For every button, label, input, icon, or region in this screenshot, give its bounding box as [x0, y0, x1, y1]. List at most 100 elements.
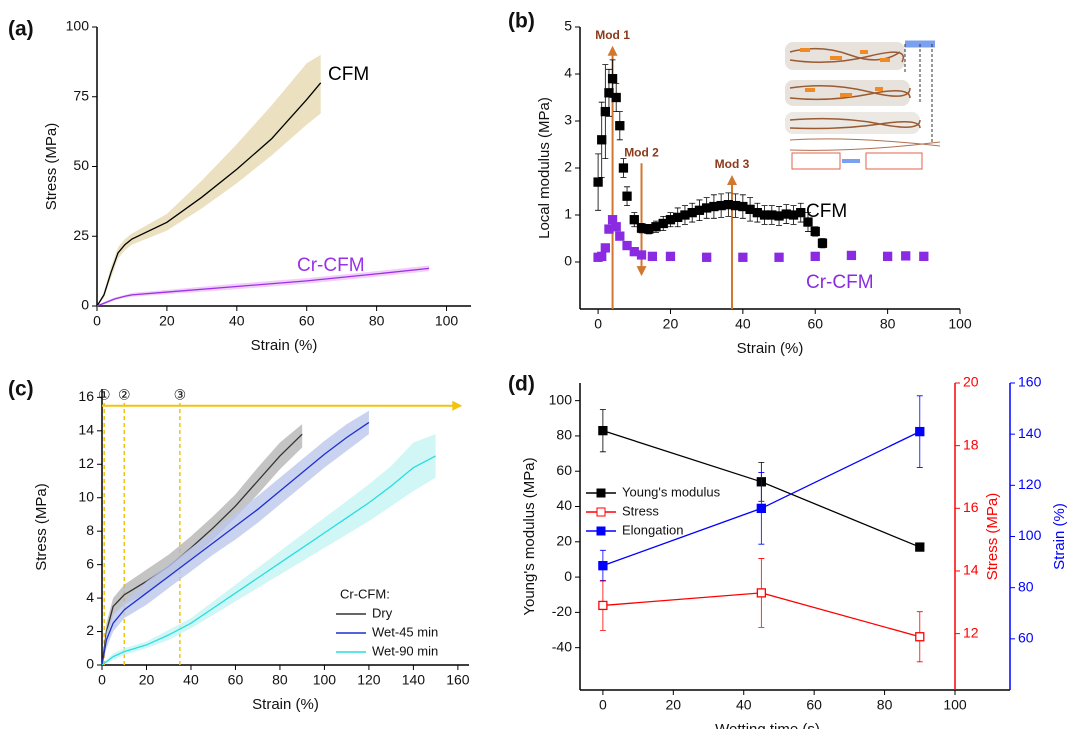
line: [96, 267, 430, 307]
x-tick-label: 40: [736, 697, 752, 713]
panel-label: (a): [8, 18, 34, 41]
marker: [702, 252, 712, 262]
x-tick-label: 40: [229, 313, 245, 329]
line: [96, 82, 322, 307]
inset-fiber-line: [789, 138, 941, 151]
x-tick-label: 40: [183, 672, 199, 688]
marker: [622, 240, 632, 251]
y-tick-label: 8: [86, 522, 94, 538]
marker: [647, 251, 658, 262]
inset-schematic: [785, 40, 941, 170]
x-tick-label: 80: [877, 697, 893, 713]
y-axis-title: Stress (MPa): [43, 123, 60, 211]
legend-marker: [596, 526, 606, 536]
x-axis-title: Wetting time (s): [715, 721, 820, 729]
series-label: CFM: [328, 64, 369, 85]
x-tick-label: 0: [594, 316, 602, 332]
y-tick-label: 40: [556, 497, 572, 513]
y-tick-label: 100: [549, 391, 573, 407]
marker: [598, 600, 608, 611]
legend-label: Stress: [622, 503, 659, 518]
legend-label: Wet-45 min: [372, 624, 438, 639]
inset-fiber-line: [789, 85, 911, 101]
marker: [738, 252, 748, 262]
inset-crosslink: [800, 48, 890, 62]
y3-tick-label: 80: [1018, 578, 1034, 594]
y-tick-label: 0: [564, 253, 572, 269]
x-tick-label: 80: [369, 313, 385, 329]
x-tick-label: 100: [435, 313, 459, 329]
y-axis-title: Stress (MPa): [33, 483, 50, 571]
marker: [597, 135, 607, 145]
x-tick-label: 0: [98, 672, 106, 688]
y-tick-label: 20: [556, 532, 572, 548]
x-tick-label: 0: [599, 697, 607, 713]
y-tick-label: 80: [556, 427, 572, 443]
marker: [810, 226, 820, 237]
y2-tick-label: 16: [963, 499, 979, 515]
x-axis-title: Strain (%): [252, 696, 319, 713]
y-tick-label: 2: [86, 622, 94, 638]
marker: [901, 251, 911, 261]
guide-label: ②: [118, 387, 131, 403]
y-tick-label: 75: [73, 87, 89, 103]
legend-label: Elongation: [622, 522, 683, 537]
marker: [597, 251, 607, 262]
y-tick-label: 0: [81, 297, 89, 313]
marker: [615, 121, 625, 131]
x-tick-label: 80: [272, 672, 288, 688]
y3-tick-label: 120: [1018, 476, 1042, 492]
marker: [598, 561, 608, 571]
marker: [915, 426, 925, 437]
x-tick-label: 160: [446, 672, 470, 688]
y-tick-label: 4: [564, 65, 572, 81]
line: [101, 421, 370, 666]
annotation-arrowhead: [727, 175, 737, 186]
inset-fiber: [785, 112, 920, 134]
marker: [915, 542, 925, 552]
x-tick-label: 100: [948, 316, 972, 332]
x-tick-label: 40: [735, 316, 751, 332]
marker: [665, 251, 676, 262]
y3-tick-label: 140: [1018, 425, 1042, 441]
y-tick-label: 100: [66, 18, 90, 34]
y3-tick-label: 160: [1018, 374, 1042, 390]
x-tick-label: 20: [666, 697, 682, 713]
x-tick-label: 100: [943, 697, 967, 713]
inset-guide: [904, 44, 933, 144]
marker: [774, 252, 784, 262]
y-tick-label: 6: [86, 555, 94, 571]
y-tick-label: -40: [552, 638, 572, 654]
marker: [756, 503, 766, 514]
marker: [796, 207, 806, 218]
marker: [756, 588, 766, 598]
x-axis-title: Strain (%): [737, 340, 804, 357]
annotation-label: Mod 1: [595, 28, 630, 42]
panel-label: (b): [508, 10, 535, 33]
marker: [636, 250, 647, 260]
y2-axis-title: Stress (MPa): [984, 493, 1001, 581]
inset-box: [865, 152, 923, 170]
series-label: Cr-CFM: [806, 272, 874, 293]
y3-tick-label: 100: [1018, 527, 1042, 543]
marker: [622, 191, 632, 201]
marker: [600, 243, 610, 253]
series-label: CFM: [806, 201, 847, 222]
y-tick-label: 3: [564, 112, 572, 128]
marker: [846, 250, 857, 261]
x-tick-label: 20: [139, 672, 155, 688]
marker: [803, 217, 813, 227]
y-tick-label: 16: [78, 388, 94, 404]
y3-axis-title: Strain (%): [1051, 503, 1068, 570]
y-tick-label: 14: [78, 422, 94, 438]
y-tick-label: 10: [78, 488, 94, 504]
y-tick-label: 0: [86, 656, 94, 672]
x-tick-label: 20: [159, 313, 175, 329]
y2-tick-label: 20: [963, 374, 979, 390]
legend-title: Cr-CFM:: [340, 586, 390, 601]
marker: [618, 163, 629, 173]
y-tick-label: 1: [564, 206, 572, 222]
y3-tick-label: 60: [1018, 630, 1034, 646]
y-axis-title: Young's modulus (MPa): [521, 457, 538, 615]
